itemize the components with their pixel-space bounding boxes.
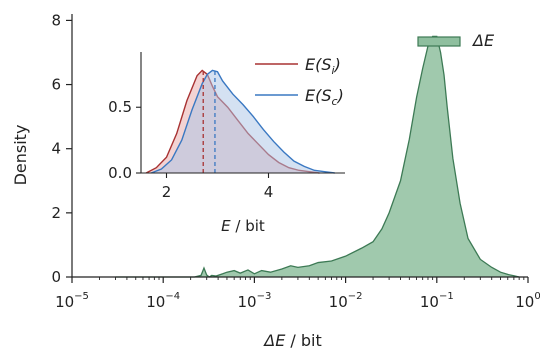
main-x-tick-base: 10 — [329, 293, 348, 311]
inset-x-tick-label: 2 — [162, 183, 172, 201]
inset-legend-label-si-sub: i — [332, 64, 335, 77]
inset-legend-label-sc-end: ) — [337, 86, 344, 105]
inset-x-axis-label-unit: / bit — [231, 217, 265, 235]
main-y-tick-label: 8 — [51, 11, 61, 29]
main-x-tick-base: 10 — [420, 293, 439, 311]
inset-y-tick-label: 0.5 — [108, 98, 132, 116]
main-x-tick-label: 10−2 — [329, 291, 363, 311]
main-y-tick-label: 2 — [51, 204, 61, 222]
main-legend-swatch — [417, 36, 461, 47]
inset-y-ticks: 0.0 0.5 — [108, 98, 141, 182]
main-x-tick-label: 10−5 — [55, 291, 89, 311]
inset-mean-lines — [202, 71, 216, 173]
main-x-axis-label-symbol: ΔE — [262, 331, 286, 350]
inset-axes-frame — [140, 52, 345, 174]
main-x-tick-label: 100 — [515, 291, 540, 311]
inset-line-sc — [150, 69, 335, 174]
inset-x-axis-label-symbol: E — [221, 217, 231, 235]
inset-x-tick-label: 4 — [264, 183, 274, 201]
main-y-tick-label: 4 — [51, 140, 61, 158]
inset-x-axis-label: E / bit — [221, 217, 265, 235]
inset-area-layer — [145, 69, 335, 174]
main-x-tick-exponent: −4 — [165, 291, 180, 302]
delta-e-line — [115, 35, 520, 278]
main-x-ticks: 10−5 10−4 10−3 10−2 10−1 100 — [55, 277, 540, 311]
delta-e-area — [115, 36, 520, 278]
main-y-tick-label: 6 — [51, 76, 61, 94]
main-y-axis-label: Density — [11, 125, 30, 186]
main-x-tick-exponent: 0 — [534, 291, 540, 302]
main-x-tick-label: 10−1 — [420, 291, 454, 311]
main-x-tick-exponent: −3 — [257, 291, 272, 302]
main-x-tick-exponent: −5 — [74, 291, 89, 302]
main-x-tick-label: 10−4 — [146, 291, 180, 311]
main-x-axis-label-unit: / bit — [285, 331, 321, 350]
inset-legend-label-si: E(Si) — [305, 55, 341, 77]
inset-legend-label-si-end: ) — [334, 55, 341, 74]
main-legend: ΔE — [417, 31, 495, 50]
inset-area-sc — [151, 70, 335, 173]
main-x-tick-base: 10 — [237, 293, 256, 311]
main-x-tick-base: 10 — [515, 293, 534, 311]
main-x-tick-label: 10−3 — [237, 291, 271, 311]
inset-legend-label-sc-sub: c — [332, 95, 338, 108]
main-area-layer — [115, 35, 520, 278]
main-x-tick-base: 10 — [146, 293, 165, 311]
main-x-tick-exponent: −1 — [439, 291, 454, 302]
inset-legend-label-si-main: E(S — [305, 55, 332, 74]
main-x-tick-exponent: −2 — [348, 291, 363, 302]
inset-legend-label-sc-main: E(S — [305, 86, 332, 105]
inset-legend-label-sc: E(Sc) — [305, 86, 344, 108]
main-y-ticks: 0 2 4 6 8 — [51, 11, 72, 286]
main-y-tick-label: 0 — [51, 268, 61, 286]
main-axes-frame — [71, 14, 528, 278]
main-legend-label: ΔE — [471, 31, 495, 50]
main-x-tick-base: 10 — [55, 293, 74, 311]
inset-legend: E(Si) E(Sc) — [255, 55, 344, 108]
inset-y-tick-label: 0.0 — [108, 164, 132, 182]
main-x-axis-label: ΔE / bit — [262, 331, 322, 350]
